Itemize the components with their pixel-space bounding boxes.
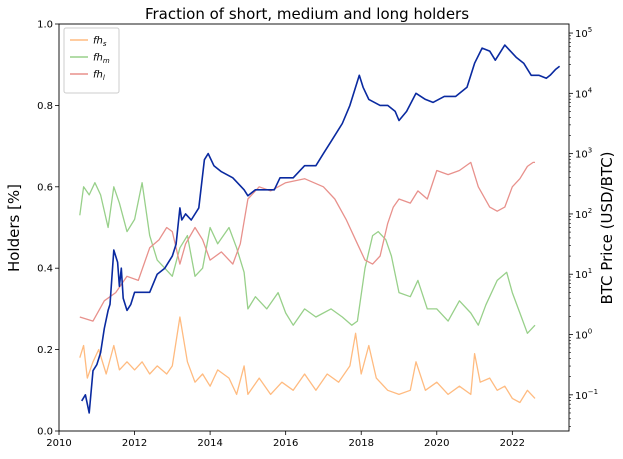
x-tick-label: 2010 xyxy=(46,438,71,449)
y2-tick-label: 102 xyxy=(575,207,592,221)
y2-tick-label: 105 xyxy=(575,26,592,40)
y-tick-label: 0.0 xyxy=(37,427,53,438)
series-line-2 xyxy=(79,161,535,322)
x-tick-label: 2014 xyxy=(197,438,222,449)
y-tick-label: 0.6 xyxy=(37,182,53,193)
y2-axis-title: BTC Price (USD/BTC) xyxy=(598,151,616,304)
series-line-3 xyxy=(81,44,561,414)
x-tick-label: 2012 xyxy=(122,438,147,449)
y2-tick-label: 104 xyxy=(575,86,593,100)
y-tick-label: 1.0 xyxy=(37,20,53,31)
legend-label: fhl xyxy=(93,70,105,83)
plot-area xyxy=(79,44,561,414)
plot-frame xyxy=(58,23,570,432)
x-tick-label: 2022 xyxy=(500,438,525,449)
y2-tick-label: 100 xyxy=(575,328,592,342)
axes: 2010 2012 2014 2016 2018 2020 2022 0.0 0.2 0.4 0.6… xyxy=(37,20,598,450)
x-tick-label: 2018 xyxy=(348,438,373,449)
y2-tick-label: 10−1 xyxy=(575,388,598,402)
legend-box xyxy=(63,27,120,94)
y-tick-label: 0.8 xyxy=(37,101,53,112)
x-tick-label: 2020 xyxy=(424,438,449,449)
legend-label: fhm xyxy=(93,53,110,66)
legend: fhs fhm fhl xyxy=(63,27,120,94)
y2-tick-label: 103 xyxy=(575,147,592,161)
y-tick-label: 0.4 xyxy=(37,264,53,275)
x-tick-label: 2016 xyxy=(273,438,298,449)
y2-tick-label: 101 xyxy=(575,267,592,281)
series-line-1 xyxy=(79,182,536,334)
legend-label: fhs xyxy=(93,36,107,49)
y-tick-label: 0.2 xyxy=(37,345,53,356)
y-axis-title: Holders [%] xyxy=(5,184,23,272)
chart-title: Fraction of short, medium and long holde… xyxy=(145,5,469,23)
series-line-0 xyxy=(79,316,536,404)
